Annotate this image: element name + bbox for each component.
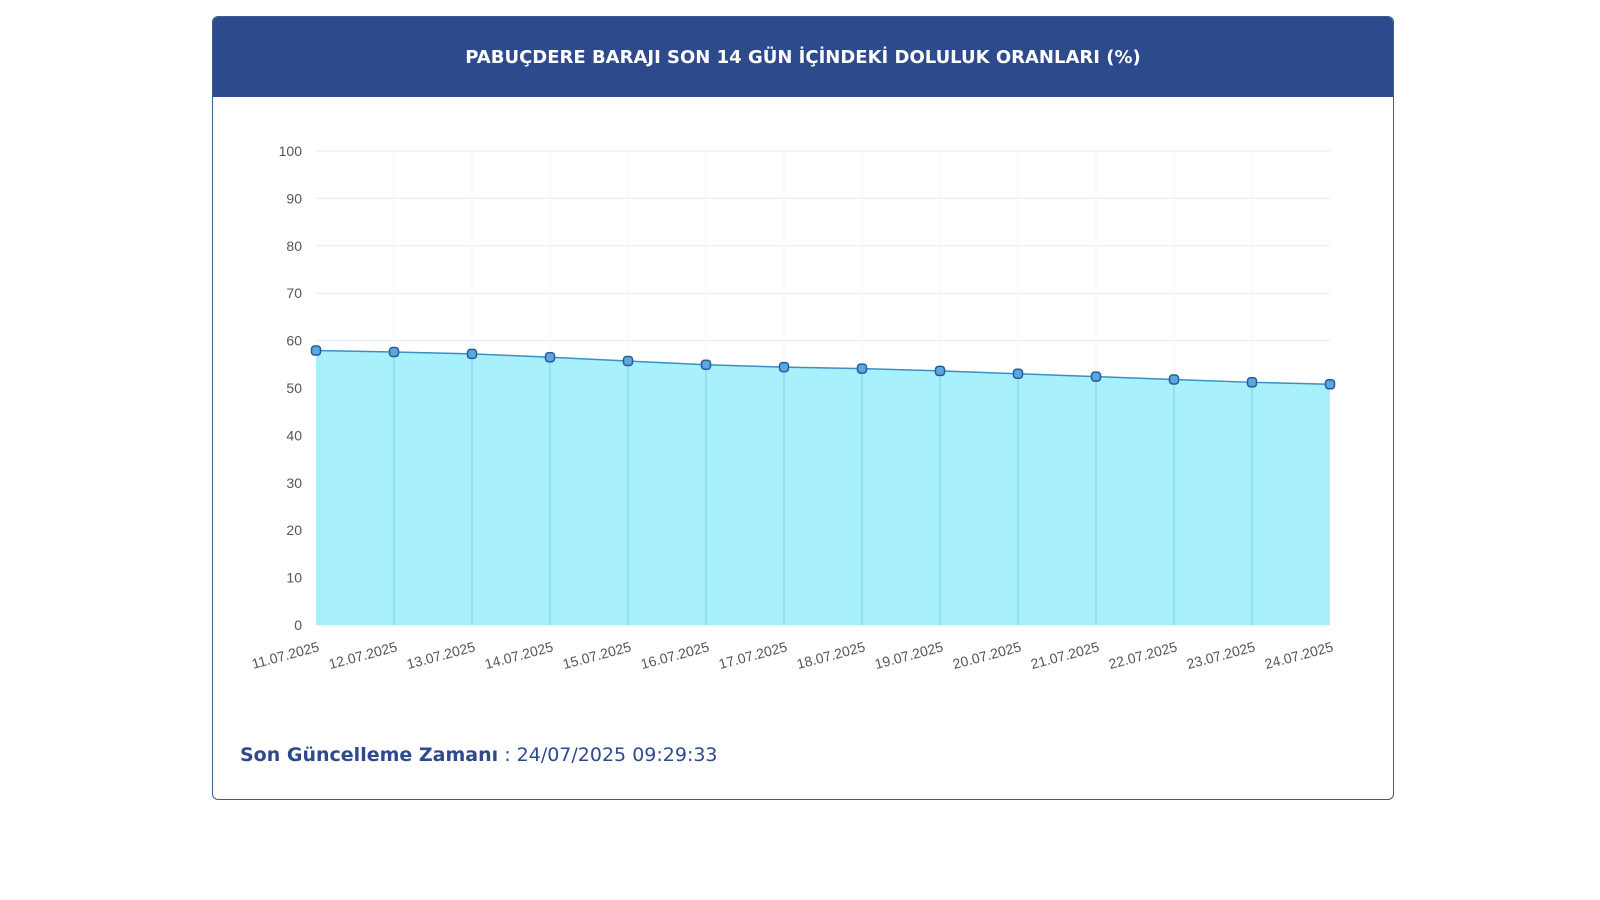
y-tick-label: 40	[286, 427, 302, 443]
card-title: PABUÇDERE BARAJI SON 14 GÜN İÇİNDEKİ DOL…	[465, 46, 1141, 68]
data-point	[1168, 374, 1180, 385]
y-tick-label: 70	[286, 285, 302, 301]
last-update-value: 24/07/2025 09:29:33	[516, 744, 718, 766]
occupancy-area	[316, 350, 1330, 625]
y-axis-ticks: 0 10 20 30 40 50 60 70 80 90 100	[279, 143, 303, 633]
data-point	[1246, 377, 1258, 388]
dam-occupancy-card: PABUÇDERE BARAJI SON 14 GÜN İÇİNDEKİ DOL…	[212, 16, 1394, 800]
x-tick-label: 23.07.2025	[1185, 638, 1257, 672]
x-tick-label: 19.07.2025	[873, 638, 945, 672]
x-tick-label: 15.07.2025	[561, 638, 633, 672]
data-point	[1012, 368, 1024, 380]
marker-layer	[310, 345, 1336, 390]
y-tick-label: 80	[286, 238, 302, 254]
data-point	[310, 345, 322, 356]
line-layer	[315, 349, 1331, 385]
area-layer	[316, 350, 1330, 625]
y-tick-label: 30	[286, 475, 302, 491]
last-update: Son Güncelleme Zamanı : 24/07/2025 09:29…	[240, 744, 718, 766]
y-tick-label: 50	[286, 380, 302, 396]
y-tick-label: 90	[286, 190, 302, 206]
y-tick-label: 0	[294, 617, 302, 633]
x-tick-label: 22.07.2025	[1107, 638, 1179, 672]
card-header: PABUÇDERE BARAJI SON 14 GÜN İÇİNDEKİ DOL…	[213, 17, 1393, 97]
x-tick-label: 20.07.2025	[951, 638, 1023, 672]
occupancy-chart: 0 10 20 30 40 50 60 70 80 90 100 11.07.2025 12.07.2…	[213, 97, 1393, 717]
data-point	[1324, 378, 1336, 390]
data-point	[544, 351, 556, 363]
data-point	[700, 359, 712, 371]
data-point	[856, 363, 868, 374]
y-tick-label: 20	[286, 522, 302, 538]
chart-svg: 0 10 20 30 40 50 60 70 80 90 100 11.07.2025 12.07.2…	[250, 143, 1336, 672]
last-update-separator: :	[498, 744, 517, 766]
x-tick-label: 14.07.2025	[483, 638, 555, 672]
data-point	[622, 355, 634, 367]
data-point	[388, 346, 400, 358]
x-tick-label: 16.07.2025	[639, 638, 711, 672]
occupancy-line	[315, 349, 1331, 385]
x-axis-ticks: 11.07.2025 12.07.2025 13.07.2025 14.07.2025…	[250, 638, 1335, 672]
data-point	[1090, 371, 1102, 382]
data-point	[778, 361, 790, 373]
vertical-grid-layer	[393, 151, 1253, 625]
data-point	[934, 365, 946, 377]
last-update-label: Son Güncelleme Zamanı	[240, 744, 499, 766]
x-tick-label: 12.07.2025	[327, 638, 399, 672]
x-tick-label: 21.07.2025	[1029, 638, 1101, 672]
x-tick-label: 24.07.2025	[1263, 638, 1335, 672]
y-tick-label: 100	[279, 143, 303, 159]
y-tick-label: 10	[286, 570, 302, 586]
y-tick-label: 60	[286, 333, 302, 349]
x-tick-label: 18.07.2025	[795, 638, 867, 672]
data-point	[466, 348, 478, 360]
x-tick-label: 17.07.2025	[717, 638, 789, 672]
x-tick-label: 13.07.2025	[405, 638, 477, 672]
x-tick-label: 11.07.2025	[250, 638, 321, 671]
